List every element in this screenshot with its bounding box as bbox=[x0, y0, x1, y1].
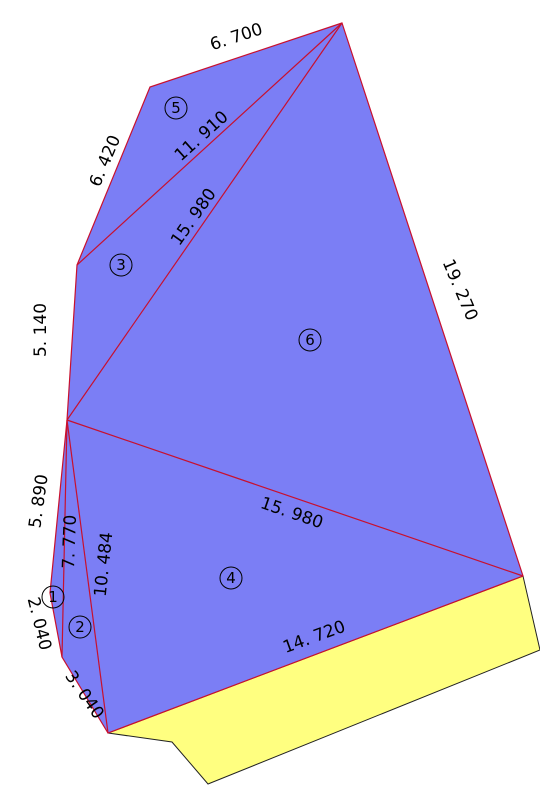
region-label-3: 3 bbox=[109, 253, 133, 277]
region-label-2: 2 bbox=[68, 615, 92, 639]
svg-text:5: 5 bbox=[171, 99, 181, 117]
svg-text:6: 6 bbox=[305, 331, 315, 349]
dim-top-edge: 6. 700 bbox=[208, 19, 266, 55]
parcel-area bbox=[49, 22, 524, 734]
svg-text:3: 3 bbox=[116, 256, 126, 274]
region-label-4: 4 bbox=[219, 566, 243, 590]
dim-left-edge: 5. 140 bbox=[31, 303, 51, 357]
region-label-5: 5 bbox=[164, 96, 188, 120]
diag-line-2 bbox=[66, 419, 109, 734]
svg-text:2: 2 bbox=[75, 618, 85, 636]
diag-line-5 bbox=[76, 22, 343, 266]
region-label-1: 1 bbox=[41, 585, 65, 609]
dim-right-edge: 19. 270 bbox=[438, 256, 482, 324]
dim-left-lower-edge: 5. 890 bbox=[25, 473, 52, 529]
diag-line-3 bbox=[66, 22, 343, 421]
svg-text:1: 1 bbox=[48, 588, 58, 606]
diag-line-1 bbox=[61, 419, 68, 658]
region-label-6: 6 bbox=[298, 328, 322, 352]
svg-text:4: 4 bbox=[226, 569, 236, 587]
dim-diag-1: 7. 770 bbox=[59, 514, 81, 569]
diag-line-lower bbox=[66, 419, 524, 577]
